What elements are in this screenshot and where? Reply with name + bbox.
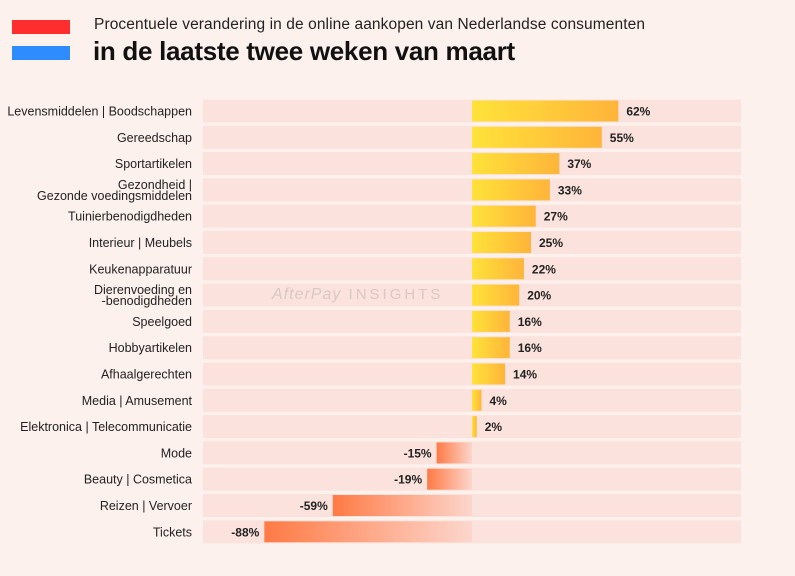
bar — [264, 521, 472, 543]
category-label: Media | Amusement — [82, 394, 193, 408]
category-label: Gereedschap — [117, 131, 192, 145]
value-label: -15% — [404, 446, 432, 460]
value-label: 16% — [518, 341, 542, 355]
bar — [472, 363, 506, 385]
bar — [472, 126, 602, 148]
category-label: Afhaalgerechten — [101, 368, 192, 382]
bar — [472, 310, 510, 332]
bar — [472, 337, 510, 359]
value-label: 27% — [544, 210, 568, 224]
afterpay-insights-watermark: AfterPay INSIGHTS — [272, 286, 443, 304]
bar — [472, 179, 550, 201]
value-label: 37% — [567, 157, 591, 171]
category-label: Gezondheid | Gezonde voedingsmiddelen — [37, 178, 192, 203]
category-label: Keukenapparatuur — [89, 262, 192, 276]
category-label: Levensmiddelen | Boodschappen — [7, 105, 192, 119]
chart-subtitle: Procentuele verandering in de online aan… — [94, 16, 646, 33]
category-label: Sportartikelen — [115, 157, 192, 171]
category-label: Elektronica | Telecommunicatie — [20, 420, 192, 434]
category-label: Interieur | Meubels — [89, 236, 192, 250]
bar — [436, 442, 472, 464]
value-label: 25% — [539, 236, 563, 250]
chart-title: in de laatste twee weken van maart — [93, 36, 515, 66]
value-label: 33% — [558, 183, 582, 197]
value-label: 22% — [532, 262, 556, 276]
value-label: 14% — [513, 368, 537, 382]
category-label: Tickets — [153, 525, 192, 539]
value-label: -19% — [394, 473, 422, 487]
bar — [332, 495, 472, 516]
value-label: 2% — [485, 420, 503, 434]
bar — [427, 468, 472, 490]
value-label: -88% — [231, 525, 259, 539]
category-label: Hobbyartikelen — [109, 341, 192, 355]
bar — [472, 205, 536, 227]
value-label: 55% — [610, 131, 634, 145]
bar — [472, 416, 477, 438]
value-label: -59% — [300, 499, 328, 513]
category-label: Speelgoed — [132, 315, 192, 329]
category-label: Mode — [161, 446, 192, 460]
bar — [472, 284, 520, 306]
bar — [472, 258, 524, 280]
bar — [472, 232, 531, 253]
value-label: 4% — [489, 394, 507, 408]
category-label: Tuinierbenodigdheden — [68, 210, 192, 224]
category-label: Dierenvoeding en -benodigdheden — [94, 283, 192, 308]
category-label: Beauty | Cosmetica — [84, 473, 192, 487]
value-label: 16% — [518, 315, 542, 329]
flag-red-stripe — [12, 20, 70, 34]
category-label: Reizen | Vervoer — [100, 499, 192, 513]
value-label: 62% — [626, 105, 650, 119]
bar — [472, 153, 560, 175]
flag-blue-stripe — [12, 46, 70, 60]
bar — [472, 389, 482, 411]
watermark-brand: AfterPay — [272, 286, 342, 303]
value-label: 20% — [527, 289, 551, 303]
bar — [472, 100, 619, 122]
watermark-suffix: INSIGHTS — [348, 286, 444, 303]
